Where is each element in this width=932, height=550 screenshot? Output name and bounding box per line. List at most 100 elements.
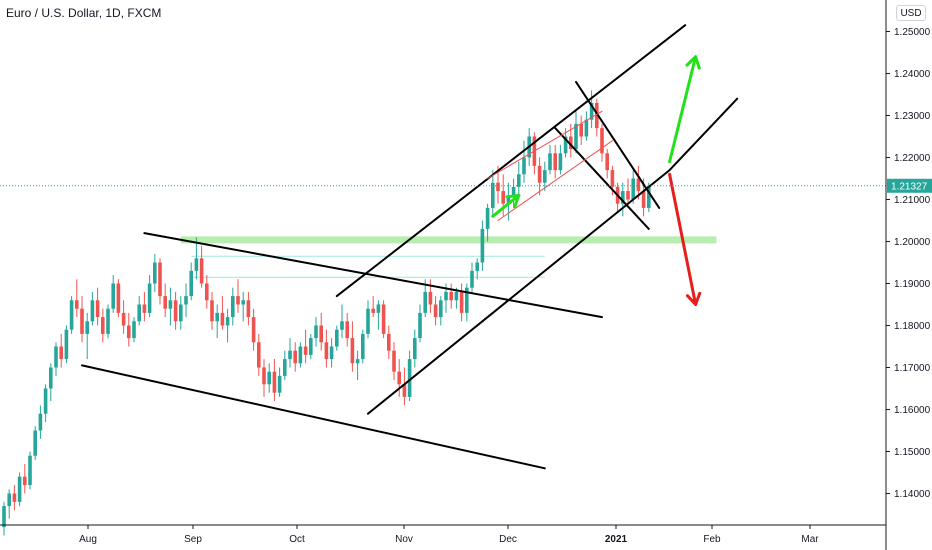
candle-body-68 xyxy=(355,359,360,364)
candle-body-42 xyxy=(220,312,225,326)
candle-body-25 xyxy=(132,321,136,339)
candle-body-82 xyxy=(428,291,433,305)
candle-body-53 xyxy=(277,375,282,393)
candle-body-100 xyxy=(522,157,526,175)
y-tick-label-9: 1.16000 xyxy=(894,405,931,416)
candle-body-114 xyxy=(595,102,599,129)
candle-body-116 xyxy=(605,153,609,171)
candle-body-74 xyxy=(387,333,391,351)
y-tick-label-0: 1.25000 xyxy=(894,27,931,38)
candle-body-71 xyxy=(371,308,375,313)
candle-body-56 xyxy=(293,350,297,364)
y-tick-label-2: 1.23000 xyxy=(894,111,931,122)
price-tag-bg xyxy=(887,178,932,193)
candle-body-19 xyxy=(101,317,105,334)
candle-body-51 xyxy=(267,371,271,385)
candle-body-15 xyxy=(80,308,84,334)
candle-body-45 xyxy=(236,296,240,305)
candle-body-104 xyxy=(543,170,547,183)
candle-body-91 xyxy=(475,262,479,271)
x-tick-label-4: Dec xyxy=(499,534,517,545)
candle-body-27 xyxy=(142,304,147,313)
candle-body-64 xyxy=(335,329,339,347)
candle-body-21 xyxy=(111,283,115,309)
arrow-down-11 xyxy=(668,172,698,306)
candle-body-109 xyxy=(569,136,573,150)
candle-body-26 xyxy=(137,304,141,322)
candle-body-93 xyxy=(485,207,490,229)
candle-body-49 xyxy=(257,342,261,368)
candle-body-24 xyxy=(127,325,131,339)
trendline-2 xyxy=(367,169,671,415)
candle-body-31 xyxy=(163,296,167,309)
candle-body-17 xyxy=(90,300,95,322)
y-tick-label-6: 1.19000 xyxy=(894,279,931,290)
candles[interactable] xyxy=(2,90,651,536)
candle-body-94 xyxy=(491,182,495,208)
candle-body-30 xyxy=(158,262,162,297)
candle-body-62 xyxy=(324,342,329,360)
currency-selector[interactable]: USD xyxy=(896,5,926,21)
trendline-0 xyxy=(81,364,546,470)
candle-body-72 xyxy=(376,304,381,313)
candle-body-43 xyxy=(225,317,230,326)
candle-body-18 xyxy=(95,300,100,318)
y-tick-label-5: 1.20000 xyxy=(894,237,931,248)
support-zone xyxy=(180,236,717,244)
y-tick-label-10: 1.15000 xyxy=(894,447,931,458)
candle-body-120 xyxy=(626,191,630,200)
price-tag-label: 1.21327 xyxy=(891,181,928,192)
y-tick-label-3: 1.22000 xyxy=(894,153,931,164)
candle-body-38 xyxy=(199,258,204,284)
candle-body-34 xyxy=(179,304,183,322)
candle-body-88 xyxy=(459,291,464,313)
candle-body-35 xyxy=(184,296,188,305)
channel-red-8 xyxy=(497,140,613,221)
candle-body-84 xyxy=(439,300,443,318)
candle-body-90 xyxy=(470,270,474,288)
chart-title: Euro / U.S. Dollar, 1D, FXCM xyxy=(6,6,162,20)
candle-body-54 xyxy=(283,359,287,376)
candle-body-5 xyxy=(28,455,32,486)
candle-body-106 xyxy=(553,153,557,171)
candle-body-99 xyxy=(517,174,521,187)
candle-body-89 xyxy=(465,287,469,313)
trendline-5 xyxy=(575,80,661,209)
x-tick-label-6: Feb xyxy=(703,534,721,545)
candle-body-111 xyxy=(579,123,583,137)
support-zones xyxy=(180,236,717,278)
candle-body-67 xyxy=(350,338,355,364)
candle-body-87 xyxy=(454,291,459,301)
candle-body-61 xyxy=(319,325,323,343)
candle-body-76 xyxy=(397,371,401,385)
x-tick-label-1: Sep xyxy=(184,534,202,545)
candle-body-58 xyxy=(303,346,308,355)
candle-body-105 xyxy=(548,153,552,171)
arrow-down-head-11 xyxy=(685,291,702,306)
candle-body-112 xyxy=(584,119,589,137)
candle-body-119 xyxy=(621,191,625,204)
candle-body-92 xyxy=(480,228,485,263)
y-tick-label-7: 1.18000 xyxy=(894,321,931,332)
candle-body-23 xyxy=(121,312,126,326)
candle-body-65 xyxy=(340,321,344,330)
candle-body-73 xyxy=(381,304,386,334)
candle-body-77 xyxy=(402,384,407,397)
candle-body-50 xyxy=(262,367,266,385)
arrow-up-10 xyxy=(668,55,698,164)
channel-red-7 xyxy=(487,110,603,179)
candle-body-28 xyxy=(147,283,152,313)
candle-body-8 xyxy=(43,388,48,414)
candle-body-57 xyxy=(298,346,303,364)
y-tick-label-1: 1.24000 xyxy=(894,69,931,80)
candle-body-66 xyxy=(345,321,349,339)
candle-body-107 xyxy=(558,153,563,171)
arrow-up-head-9 xyxy=(505,193,521,209)
candle-body-70 xyxy=(366,308,370,334)
drawings xyxy=(0,24,886,470)
candle-body-10 xyxy=(54,346,58,368)
candle-body-63 xyxy=(329,346,334,360)
candle-body-78 xyxy=(407,359,412,397)
